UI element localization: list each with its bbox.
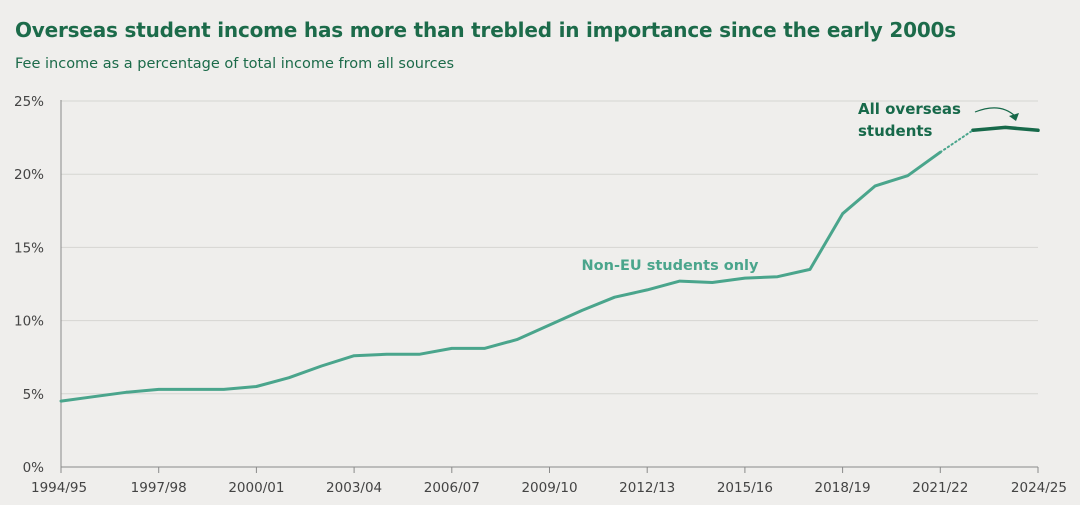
- grid-layer: [61, 100, 1038, 395]
- annotation-all-overseas-line: All overseas: [858, 100, 961, 118]
- x-tick-label: 2015/16: [717, 480, 773, 496]
- series-line-1: [971, 125, 1040, 133]
- chart-subtitle: Fee income as a percentage of total inco…: [15, 56, 455, 72]
- axis-layer: 0% 5% 10% 15% 20% 25% 1994/95 1997/98 2000/01 200…: [14, 94, 1067, 496]
- annotation-arrow: [974, 107, 1016, 117]
- y-tick-label: 10%: [14, 314, 44, 330]
- x-tick-label: 1997/98: [131, 480, 187, 496]
- x-tick-label: 2021/22: [912, 480, 968, 496]
- x-tick-label: 2018/19: [815, 480, 871, 496]
- x-tick-label: 2012/13: [619, 480, 675, 496]
- x-tick-label: 2009/10: [521, 480, 577, 496]
- y-tick-label: 20%: [14, 167, 44, 183]
- y-tick-label: 15%: [14, 240, 44, 256]
- x-tick-label: 2003/04: [326, 480, 382, 496]
- y-tick-label: 5%: [23, 387, 45, 403]
- annotation-arrowhead: [1009, 113, 1019, 121]
- x-tick-label: 2000/01: [228, 480, 284, 496]
- annotation-non-eu: Non-EU students only: [582, 258, 759, 274]
- y-tick-label: 0%: [23, 460, 45, 476]
- x-tick-label: 2024/25: [1011, 480, 1067, 496]
- y-tick-label: 25%: [14, 94, 44, 110]
- x-tick-label: 2006/07: [424, 480, 480, 496]
- series-connector: [939, 129, 974, 154]
- annotation-all-overseas-line: students: [858, 122, 933, 140]
- x-tick-label: 1994/95: [31, 480, 87, 496]
- chart-title: Overseas student income has more than tr…: [15, 18, 956, 42]
- series-layer: [59, 125, 1040, 403]
- label-layer: Non-EU students only All overseas students: [582, 100, 1019, 274]
- series-line-0: [59, 150, 942, 403]
